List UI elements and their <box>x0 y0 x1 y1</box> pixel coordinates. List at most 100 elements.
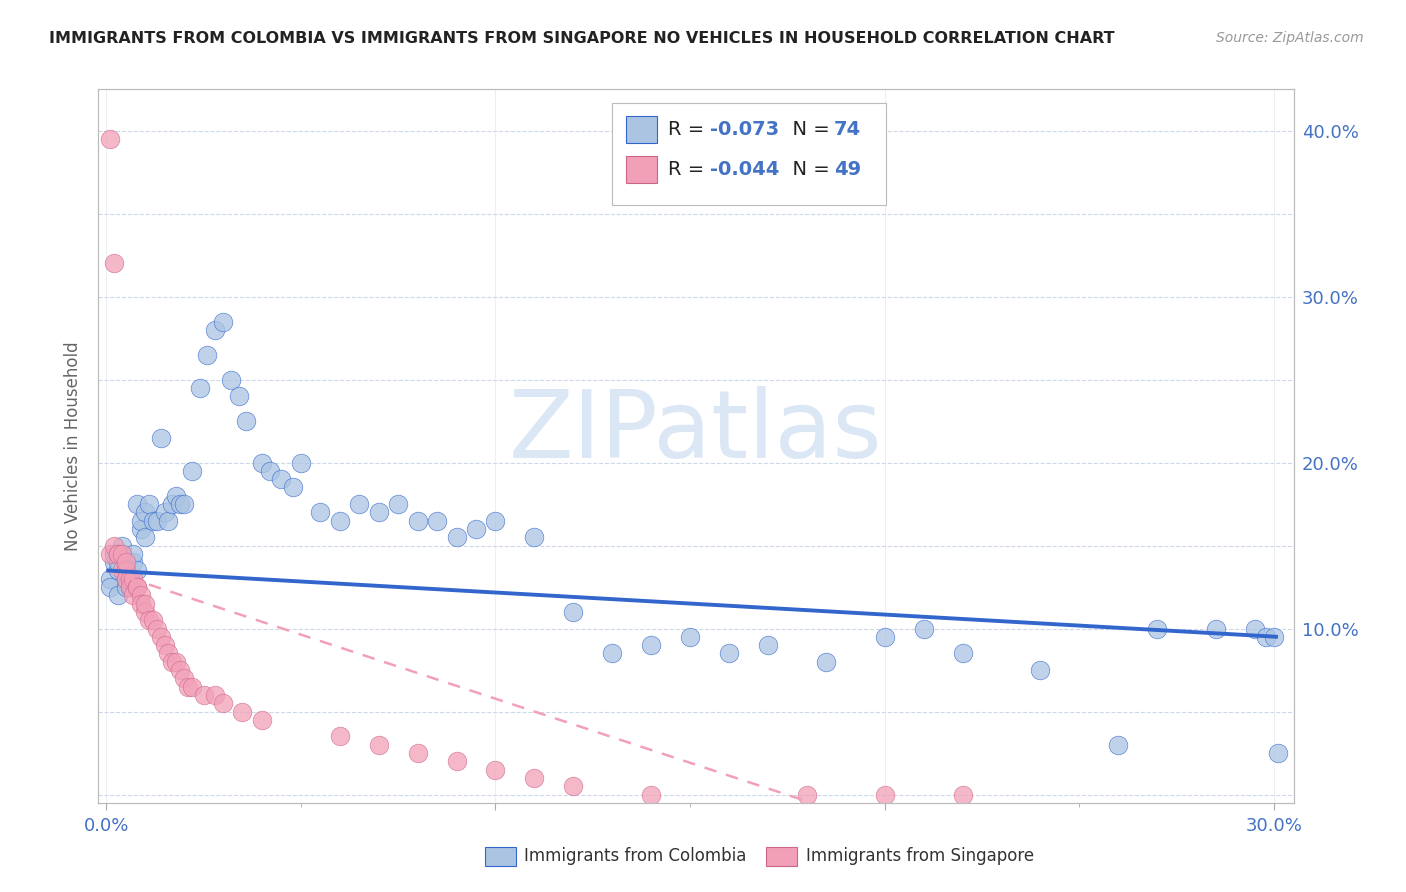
Point <box>98 132 121 146</box>
Point <box>138 497 160 511</box>
Point <box>127 497 149 511</box>
Point <box>103 539 125 553</box>
Point <box>679 630 702 644</box>
Point <box>107 555 129 569</box>
Point <box>219 373 242 387</box>
Text: ZIPatlas: ZIPatlas <box>509 385 883 478</box>
Point <box>290 456 312 470</box>
Point <box>212 314 235 328</box>
Point <box>165 655 187 669</box>
Point <box>107 547 129 561</box>
Point <box>523 771 546 785</box>
Point <box>169 663 191 677</box>
Point <box>122 572 145 586</box>
Text: Source: ZipAtlas.com: Source: ZipAtlas.com <box>1216 31 1364 45</box>
Point <box>129 522 152 536</box>
Point <box>180 680 202 694</box>
Point <box>952 788 974 802</box>
Point <box>465 522 488 536</box>
Point <box>107 564 129 578</box>
Point <box>484 514 506 528</box>
Text: Immigrants from Colombia: Immigrants from Colombia <box>524 847 747 865</box>
Y-axis label: No Vehicles in Household: No Vehicles in Household <box>65 341 83 551</box>
Point <box>600 647 623 661</box>
Text: 49: 49 <box>834 160 860 179</box>
Point <box>756 638 779 652</box>
Point <box>406 514 429 528</box>
Point <box>177 680 200 694</box>
Point <box>270 472 292 486</box>
Point <box>426 514 449 528</box>
Point <box>329 730 352 744</box>
Point <box>142 613 165 627</box>
Text: R =: R = <box>668 120 710 139</box>
Point <box>153 638 176 652</box>
Point <box>118 572 141 586</box>
Point <box>1107 738 1129 752</box>
Text: R =: R = <box>668 160 710 179</box>
Point <box>1243 622 1265 636</box>
Text: N =: N = <box>780 160 837 179</box>
Point <box>640 788 662 802</box>
Point <box>142 514 165 528</box>
Point <box>134 505 156 519</box>
Point <box>562 605 585 619</box>
Text: -0.073: -0.073 <box>710 120 779 139</box>
Point <box>367 738 389 752</box>
Point <box>1146 622 1168 636</box>
Point <box>157 647 180 661</box>
Point <box>153 505 176 519</box>
Point <box>212 696 235 710</box>
Point <box>193 688 215 702</box>
Point <box>484 763 506 777</box>
Point <box>107 588 129 602</box>
Point <box>114 572 136 586</box>
Point <box>446 530 468 544</box>
Point <box>197 348 219 362</box>
Point <box>173 497 195 511</box>
Point <box>157 514 180 528</box>
Point <box>149 630 172 644</box>
Point <box>169 497 191 511</box>
Point <box>127 580 149 594</box>
Point <box>127 564 149 578</box>
Point <box>188 381 211 395</box>
Point <box>204 688 226 702</box>
Point <box>98 572 121 586</box>
Point <box>1267 746 1289 760</box>
Point <box>952 647 974 661</box>
Point <box>149 431 172 445</box>
Point <box>134 530 156 544</box>
Point <box>111 547 134 561</box>
Point <box>173 671 195 685</box>
Point <box>103 547 125 561</box>
Point <box>180 464 202 478</box>
Point <box>204 323 226 337</box>
Point <box>114 555 136 569</box>
Point <box>1256 630 1278 644</box>
Point <box>165 489 187 503</box>
Point <box>329 514 352 528</box>
Point <box>134 605 156 619</box>
Point <box>111 547 134 561</box>
Point <box>873 788 896 802</box>
Text: IMMIGRANTS FROM COLOMBIA VS IMMIGRANTS FROM SINGAPORE NO VEHICLES IN HOUSEHOLD C: IMMIGRANTS FROM COLOMBIA VS IMMIGRANTS F… <box>49 31 1115 46</box>
Text: N =: N = <box>780 120 837 139</box>
Point <box>1205 622 1227 636</box>
Point <box>127 580 149 594</box>
Point <box>122 588 145 602</box>
Point <box>146 622 169 636</box>
Point <box>640 638 662 652</box>
Point <box>1029 663 1052 677</box>
Point <box>103 555 125 569</box>
Point <box>134 597 156 611</box>
Point <box>387 497 409 511</box>
Point <box>523 530 546 544</box>
Point <box>873 630 896 644</box>
Point <box>114 580 136 594</box>
Point <box>228 389 250 403</box>
Point <box>1263 630 1285 644</box>
Text: Immigrants from Singapore: Immigrants from Singapore <box>806 847 1033 865</box>
Point <box>162 655 184 669</box>
Point <box>235 414 257 428</box>
